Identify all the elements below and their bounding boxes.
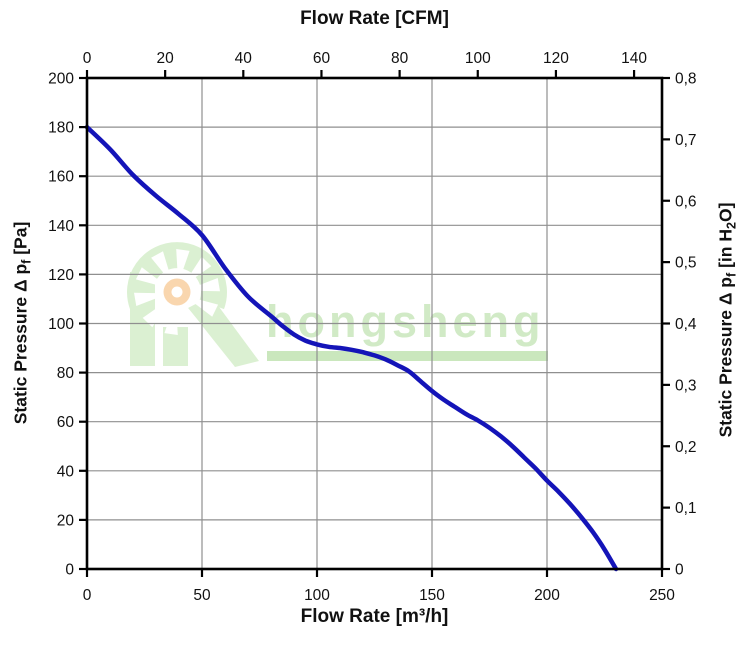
right-axis-tick-label: 0,5 <box>675 255 697 272</box>
left-axis-tick-label: 160 <box>48 169 74 186</box>
right-axis-tick-label: 0,7 <box>675 132 697 149</box>
right-axis-tick-label: 0 <box>675 562 684 579</box>
left-axis-tick-label: 80 <box>57 365 75 382</box>
left-axis-tick-label: 120 <box>48 267 74 284</box>
top-axis-tick-label: 40 <box>235 50 253 67</box>
left-axis-tick-label: 0 <box>65 562 74 579</box>
right-axis-tick-label: 0,6 <box>675 193 697 210</box>
watermark-fan-ray <box>135 267 165 287</box>
top-axis-tick-label: 140 <box>621 50 647 67</box>
right-axis-title-unit-close: O] <box>715 202 736 223</box>
watermark-fan-ray <box>176 249 190 278</box>
top-axis-tick-label: 80 <box>391 50 409 67</box>
bottom-axis-tick-label: 50 <box>193 587 211 604</box>
watermark: hongsheng <box>127 242 548 367</box>
static-pressure-curve <box>84 124 619 572</box>
top-axis-tick-label: 20 <box>157 50 175 67</box>
bottom-axis-tick-label: 150 <box>419 587 445 604</box>
top-axis-tick-label: 100 <box>465 50 491 67</box>
left-axis-title-subscript: f <box>19 259 34 264</box>
top-axis-title-text: Flow Rate [CFM] <box>300 8 449 29</box>
left-axis-tick-label: 20 <box>57 512 75 529</box>
watermark-logo-diagonal-leg <box>188 296 259 367</box>
watermark-fan-ray <box>164 306 178 335</box>
watermark-fan-ray <box>189 297 219 317</box>
right-axis-tick-label: 0,8 <box>675 71 697 88</box>
left-axis-tick-label: 200 <box>48 71 74 88</box>
right-axis-tick-label: 0,1 <box>675 500 697 517</box>
watermark-fan-ray <box>191 278 220 292</box>
bottom-axis-title-text: Flow Rate [m³/h] <box>300 606 449 627</box>
left-axis-tick-label: 140 <box>48 218 74 235</box>
watermark-underline-bar <box>267 351 548 361</box>
right-axis-title: Static Pressure Δ pf [in H2O] <box>716 203 739 438</box>
left-axis-title-unit: [Pa] <box>10 221 31 260</box>
bottom-axis-tick-label: 250 <box>649 587 675 604</box>
left-axis-title-text: Static Pressure Δ p <box>10 263 31 425</box>
bottom-axis-tick-label: 0 <box>83 587 92 604</box>
watermark-fan-ray <box>182 304 203 333</box>
watermark-fan-ray <box>142 301 168 328</box>
top-axis-tick-label: 120 <box>543 50 569 67</box>
right-axis-tick-label: 0,3 <box>675 377 697 394</box>
bottom-axis-title: Flow Rate [m³/h] <box>87 606 662 628</box>
left-axis-tick-label: 100 <box>48 316 74 333</box>
watermark-fan-ray <box>151 251 172 280</box>
watermark-brand-text: hongsheng <box>266 296 544 347</box>
watermark-fan-ray <box>134 292 163 306</box>
right-axis-title-subscript: f <box>724 272 739 277</box>
right-axis-tick-label: 0,4 <box>675 316 697 333</box>
left-axis-title: Static Pressure Δ pf [Pa] <box>11 222 34 425</box>
left-axis-tick-label: 40 <box>57 463 75 480</box>
top-axis-title: Flow Rate [CFM] <box>87 8 662 30</box>
right-axis-title-unit-open: [in H <box>715 229 736 273</box>
top-axis-tick-label: 60 <box>313 50 331 67</box>
right-axis-title-text: Static Pressure Δ p <box>715 276 736 438</box>
right-axis-title-h2o-subscript: 2 <box>724 222 739 230</box>
watermark-fan-hub-core <box>171 286 183 298</box>
watermark-fan-ray <box>186 256 212 283</box>
right-axis-tick-label: 0,2 <box>675 439 697 456</box>
bottom-axis-tick-label: 100 <box>304 587 330 604</box>
left-axis-tick-label: 180 <box>48 120 74 137</box>
left-axis-tick-label: 60 <box>57 414 75 431</box>
bottom-axis-tick-label: 200 <box>534 587 560 604</box>
top-axis-tick-label: 0 <box>83 50 92 67</box>
